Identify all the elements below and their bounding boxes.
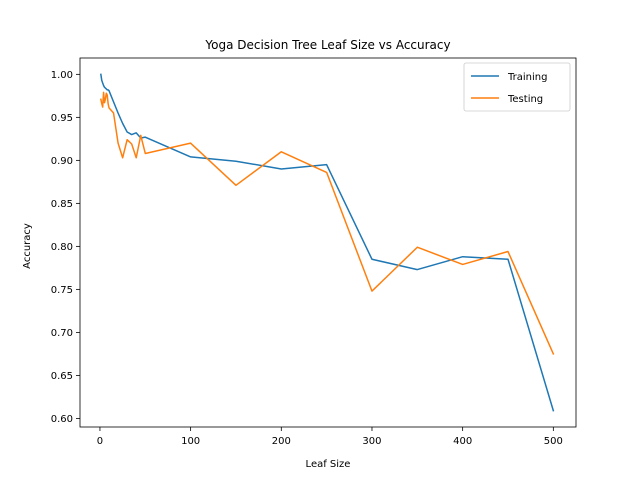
y-tick-label: 0.70	[51, 328, 73, 339]
x-axis-title: Leaf Size	[306, 459, 351, 470]
y-tick-label: 0.95	[51, 113, 73, 124]
x-tick-label: 0	[97, 436, 103, 447]
series-layer	[99, 73, 555, 412]
x-tick-label: 500	[544, 436, 563, 447]
legend-label-training: Training	[507, 72, 547, 83]
legend-label-testing: Testing	[507, 94, 543, 105]
y-tick-label: 0.60	[51, 414, 73, 425]
legend-box	[463, 62, 571, 112]
x-tick-label: 100	[181, 436, 200, 447]
x-tick-label: 300	[362, 436, 381, 447]
x-axis: 0 100 200 300 400 500	[97, 427, 563, 447]
series-line-testing	[99, 91, 555, 355]
y-axis-title: Accuracy	[22, 223, 33, 269]
y-tick-label: 1.00	[51, 70, 73, 81]
axes-frame	[79, 57, 577, 428]
y-tick-label: 0.85	[51, 199, 73, 210]
y-axis: 0.60 0.65 0.70 0.75 0.80 0.85 0.90 0.95 1.00	[51, 70, 80, 425]
series-line-training	[100, 73, 555, 412]
y-tick-label: 0.65	[51, 371, 73, 382]
x-tick-label: 200	[272, 436, 291, 447]
y-tick-label: 0.90	[51, 156, 73, 167]
x-tick-label: 400	[453, 436, 472, 447]
legend: Training Testing	[463, 62, 571, 112]
y-tick-label: 0.75	[51, 285, 73, 296]
chart-title: Yoga Decision Tree Leaf Size vs Accuracy	[204, 38, 450, 52]
y-tick-label: 0.80	[51, 242, 73, 253]
